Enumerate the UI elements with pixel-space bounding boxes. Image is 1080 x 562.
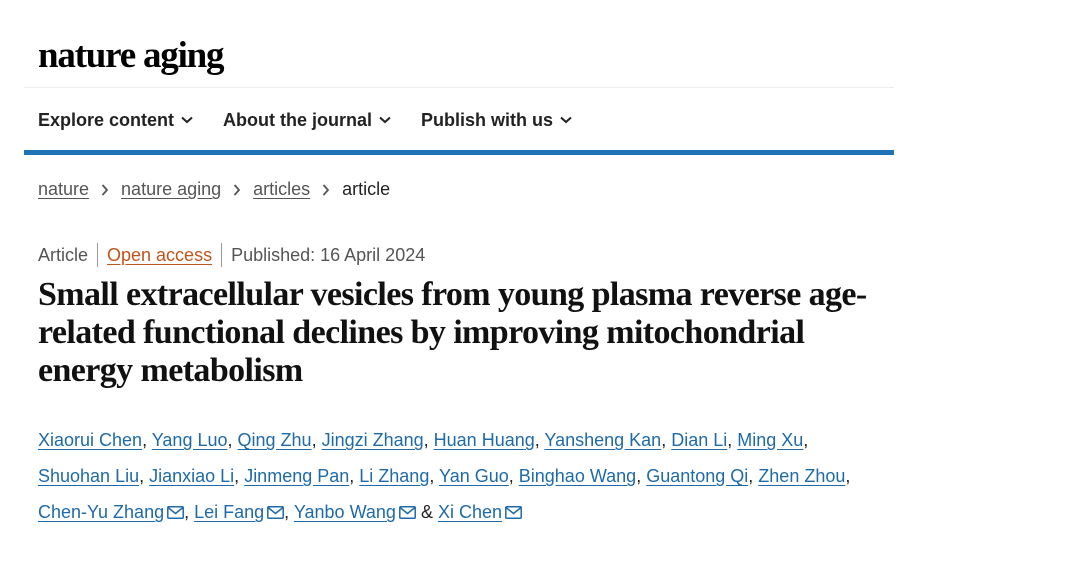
nav-about-the-journal[interactable]: About the journal (223, 110, 391, 131)
chevron-right-icon (233, 183, 241, 196)
nav-label: About the journal (223, 109, 373, 130)
published-date: Published: 16 April 2024 (231, 244, 426, 265)
author-link[interactable]: Chen-Yu Zhang (38, 502, 165, 522)
author-link[interactable]: Xiaorui Chen (38, 430, 143, 450)
meta-divider (97, 243, 99, 267)
breadcrumb-nature[interactable]: nature (38, 179, 90, 199)
author-link[interactable]: Yan Guo (439, 466, 509, 486)
author-link[interactable]: Guantong Qi (646, 466, 749, 486)
article-type: Article (38, 244, 89, 265)
main-nav: Explore content About the journal Publis… (38, 108, 602, 132)
meta-divider (221, 243, 223, 267)
chevron-down-icon (181, 116, 193, 124)
author-link[interactable]: Dian Li (671, 430, 728, 450)
author-link[interactable]: Jianxiao Li (149, 466, 235, 486)
journal-logo[interactable]: nature aging (38, 35, 225, 76)
author-link[interactable]: Zhen Zhou (758, 466, 846, 486)
mail-icon[interactable] (167, 495, 185, 531)
chevron-down-icon (560, 116, 572, 124)
author-link[interactable]: Li Zhang (359, 466, 430, 486)
mail-icon[interactable] (505, 495, 522, 531)
author-link[interactable]: Ming Xu (737, 430, 804, 450)
header-divider (24, 87, 894, 88)
chevron-right-icon (101, 183, 109, 196)
author-link[interactable]: Qing Zhu (237, 430, 312, 450)
author-link[interactable]: Binghao Wang (518, 466, 637, 486)
breadcrumb: nature nature aging articles article (38, 179, 390, 200)
chevron-down-icon (379, 116, 391, 124)
author-link[interactable]: Yanbo Wang (293, 502, 396, 522)
nav-label: Explore content (38, 109, 175, 130)
mail-icon[interactable] (398, 495, 416, 531)
article-meta: Article Open access Published: 16 April … (38, 243, 425, 267)
author-link[interactable]: Huan Huang (433, 430, 535, 450)
author-list: Xiaorui Chen, Yang Luo, Qing Zhu, Jingzi… (38, 422, 898, 530)
author-link[interactable]: Jinmeng Pan (244, 466, 350, 486)
breadcrumb-nature-aging[interactable]: nature aging (121, 179, 222, 199)
author-link[interactable]: Lei Fang (194, 502, 265, 522)
author-link[interactable]: Xi Chen (437, 502, 502, 522)
nav-explore-content[interactable]: Explore content (38, 110, 193, 131)
author-link[interactable]: Yang Luo (151, 430, 228, 450)
mail-icon[interactable] (267, 495, 285, 531)
nav-label: Publish with us (421, 109, 554, 130)
author-link[interactable]: Shuohan Liu (38, 466, 140, 486)
article-title: Small extracellular vesicles from young … (38, 276, 867, 389)
breadcrumb-articles[interactable]: articles (253, 179, 311, 199)
open-access-link[interactable]: Open access (107, 244, 213, 265)
nav-accent-rule (24, 150, 894, 155)
author-link[interactable]: Yansheng Kan (544, 430, 662, 450)
nav-publish-with-us[interactable]: Publish with us (421, 110, 572, 131)
chevron-right-icon (322, 183, 330, 196)
breadcrumb-current: article (342, 179, 391, 199)
author-link[interactable]: Jingzi Zhang (321, 430, 424, 450)
